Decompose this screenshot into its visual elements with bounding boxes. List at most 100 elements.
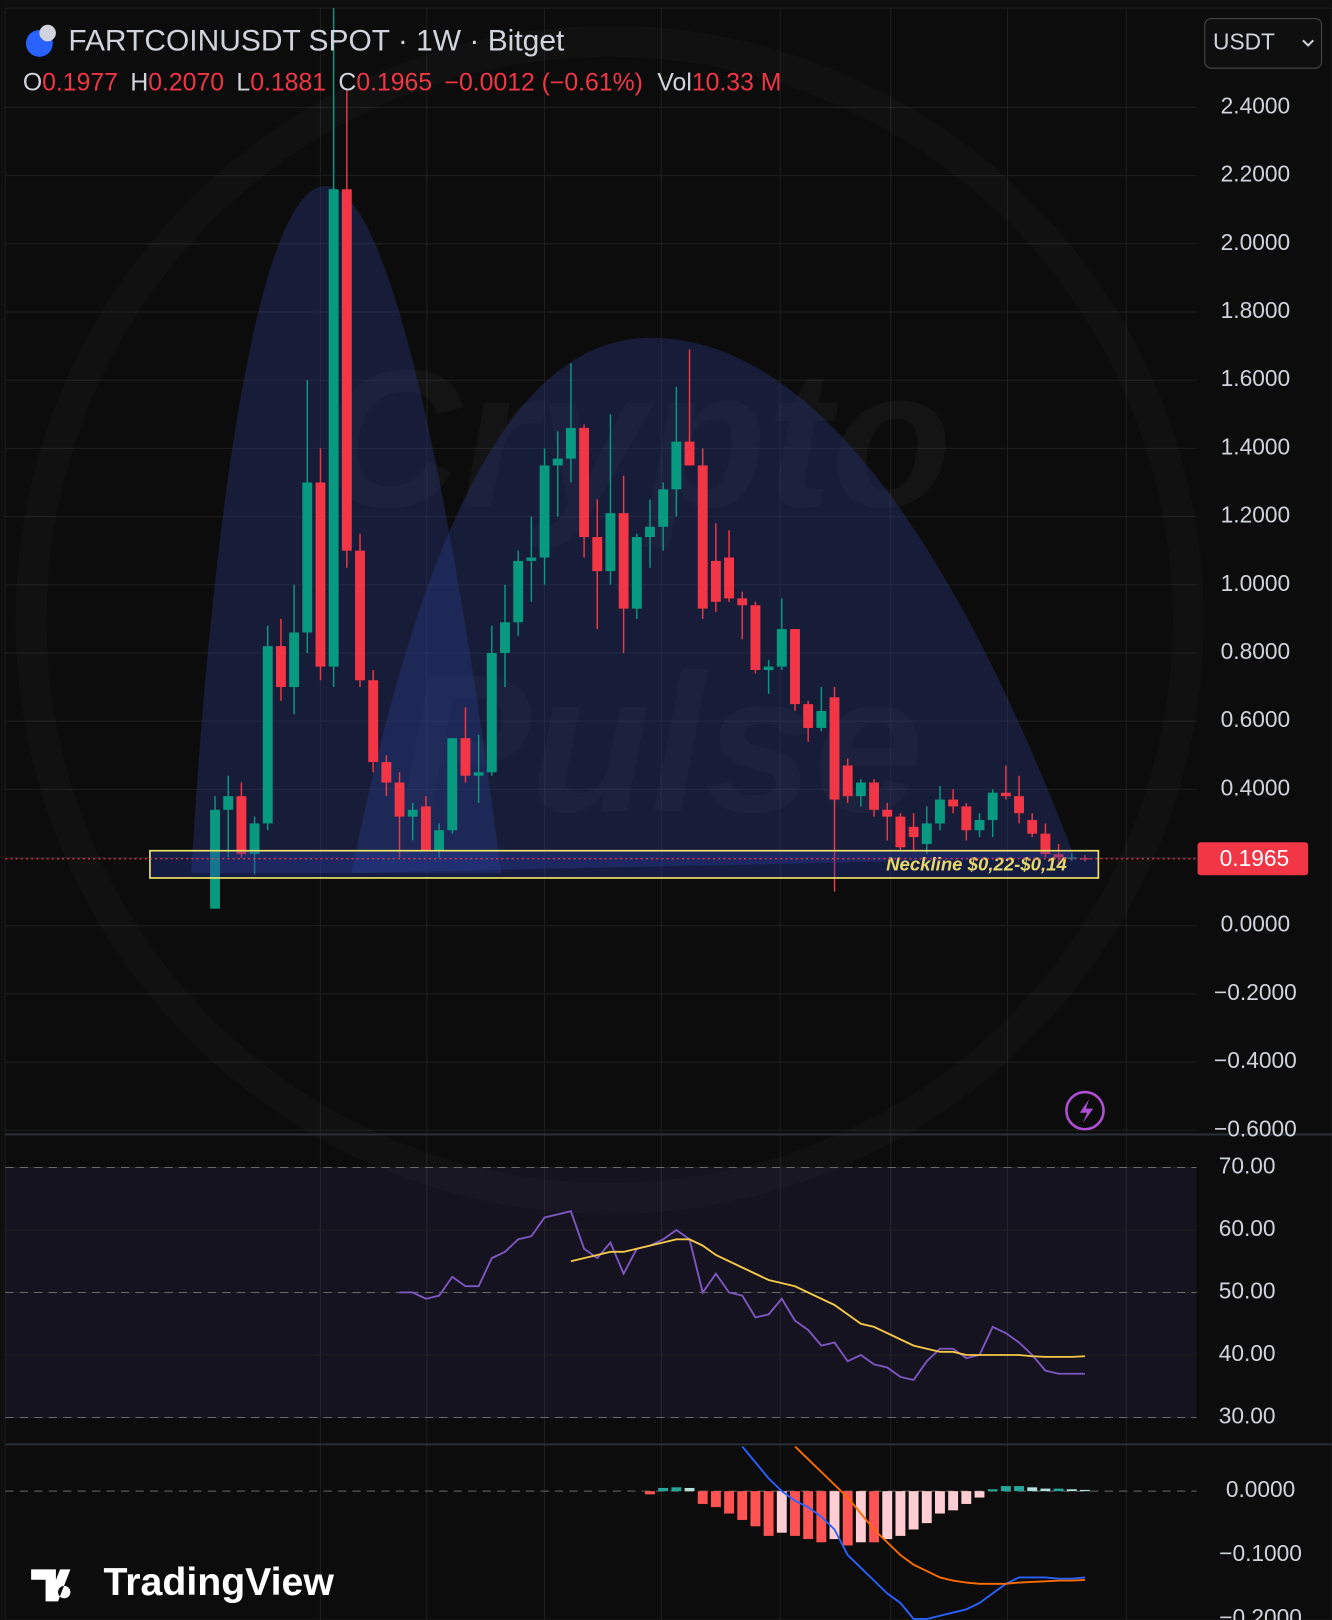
histogram-bar <box>658 1487 669 1492</box>
y-tick-label: −0.1000 <box>1219 1540 1302 1566</box>
histogram-bar <box>763 1491 774 1536</box>
ohlc-legend: O0.1977 H0.2070 L0.1881 C0.1965 −0.0012 (−0.… <box>23 69 782 96</box>
y-tick-label: 2.0000 <box>1221 229 1291 255</box>
candle-body <box>1014 796 1024 814</box>
candle-body <box>223 796 234 810</box>
histogram-bar <box>1000 1486 1011 1492</box>
chevron <box>1302 39 1315 47</box>
y-tick-label: −0.6000 <box>1214 1115 1297 1141</box>
candle-body <box>948 799 959 807</box>
frame <box>4 7 1332 1620</box>
legend-text: 0.1881 <box>250 69 326 96</box>
candle-body <box>684 441 695 466</box>
histogram-bar <box>803 1491 814 1540</box>
candle-body <box>500 622 510 653</box>
rsi-line <box>570 1238 1085 1358</box>
y-tick-label: 40.00 <box>1219 1340 1276 1366</box>
candle-body <box>407 809 418 817</box>
histogram-bar <box>1080 1489 1090 1492</box>
candle-body <box>460 738 471 776</box>
candle-body <box>526 557 537 561</box>
candle-body <box>1027 820 1038 834</box>
histogram-bar <box>829 1491 840 1540</box>
histogram-bar <box>1040 1488 1051 1492</box>
histogram-bar <box>869 1491 879 1543</box>
histogram-bar <box>855 1491 866 1543</box>
candle-body <box>1066 857 1077 859</box>
candle-body <box>710 560 721 602</box>
logo-icon <box>31 1569 71 1602</box>
candle-body <box>658 489 669 527</box>
legend-text: 0.1965 <box>356 69 432 96</box>
candle-body <box>882 809 893 817</box>
y-tick-label: 50.00 <box>1219 1277 1276 1303</box>
histogram-bar <box>948 1491 959 1511</box>
candle-body <box>829 697 840 800</box>
candle-body <box>420 806 431 851</box>
candle-body <box>341 189 352 551</box>
histogram-bar <box>1066 1489 1077 1492</box>
rsi-line <box>399 1210 1085 1382</box>
histogram-bar <box>684 1487 695 1492</box>
candle-body <box>724 557 735 599</box>
currency-select[interactable] <box>1204 18 1323 69</box>
legend-text: Vol <box>657 69 691 96</box>
legend-text: H <box>130 69 148 96</box>
candle-body <box>579 427 590 538</box>
histogram-bar <box>935 1491 945 1514</box>
histogram-bar <box>895 1491 906 1536</box>
histogram-bar <box>776 1491 787 1533</box>
histogram-bar <box>1014 1486 1024 1492</box>
y-tick-label: 0.0000 <box>1226 1476 1296 1502</box>
candle-body <box>842 765 853 797</box>
candle-body <box>447 738 458 831</box>
candle-body <box>645 526 655 538</box>
histogram-bar <box>671 1487 682 1492</box>
candle-body <box>750 605 761 671</box>
candle-body <box>921 823 932 844</box>
histogram-bar <box>645 1491 655 1495</box>
legend-text: 0.2070 <box>148 69 224 96</box>
legend-text: O <box>23 69 42 96</box>
candle-body <box>473 772 484 776</box>
candle-body <box>618 513 629 609</box>
candle-body <box>855 782 866 797</box>
histogram-bar <box>737 1491 748 1520</box>
neckline-box <box>149 849 1100 879</box>
head-arc <box>351 337 1075 874</box>
candle-body <box>1053 854 1064 858</box>
candle-body <box>605 513 616 572</box>
histogram-bar <box>908 1491 919 1530</box>
histogram-bar <box>1027 1487 1038 1492</box>
legend-text: 0.1977 <box>42 69 118 96</box>
candle-body <box>869 782 879 810</box>
candle-body <box>394 782 405 817</box>
candle-body <box>737 598 748 606</box>
candle-body <box>935 799 945 824</box>
candle-body <box>895 816 906 848</box>
candle-body <box>210 809 220 909</box>
y-tick-label: 0.0000 <box>1221 911 1291 937</box>
candle-body <box>302 482 313 633</box>
candle-body <box>776 629 787 667</box>
candle-body <box>249 823 260 855</box>
candle-body <box>697 465 708 609</box>
candle-body <box>763 666 774 671</box>
logo-text: TradingView <box>103 1560 334 1604</box>
macd-line <box>794 1446 1085 1585</box>
candle-body <box>289 632 300 688</box>
macd-line <box>741 1446 1086 1620</box>
candle-body <box>236 796 247 855</box>
currency-label[interactable]: USDT <box>1213 28 1275 54</box>
candle-body <box>513 560 524 623</box>
histogram-bar <box>1053 1488 1064 1492</box>
candle-body <box>974 820 985 831</box>
candle-body <box>803 704 814 728</box>
y-tick-label: 60.00 <box>1219 1215 1276 1241</box>
y-tick-label: 1.8000 <box>1221 297 1291 323</box>
chart-title: FARTCOINUSDT SPOT · 1W · Bitget <box>68 24 565 57</box>
lightning-button[interactable] <box>1065 1090 1105 1131</box>
candle-body <box>355 550 365 681</box>
